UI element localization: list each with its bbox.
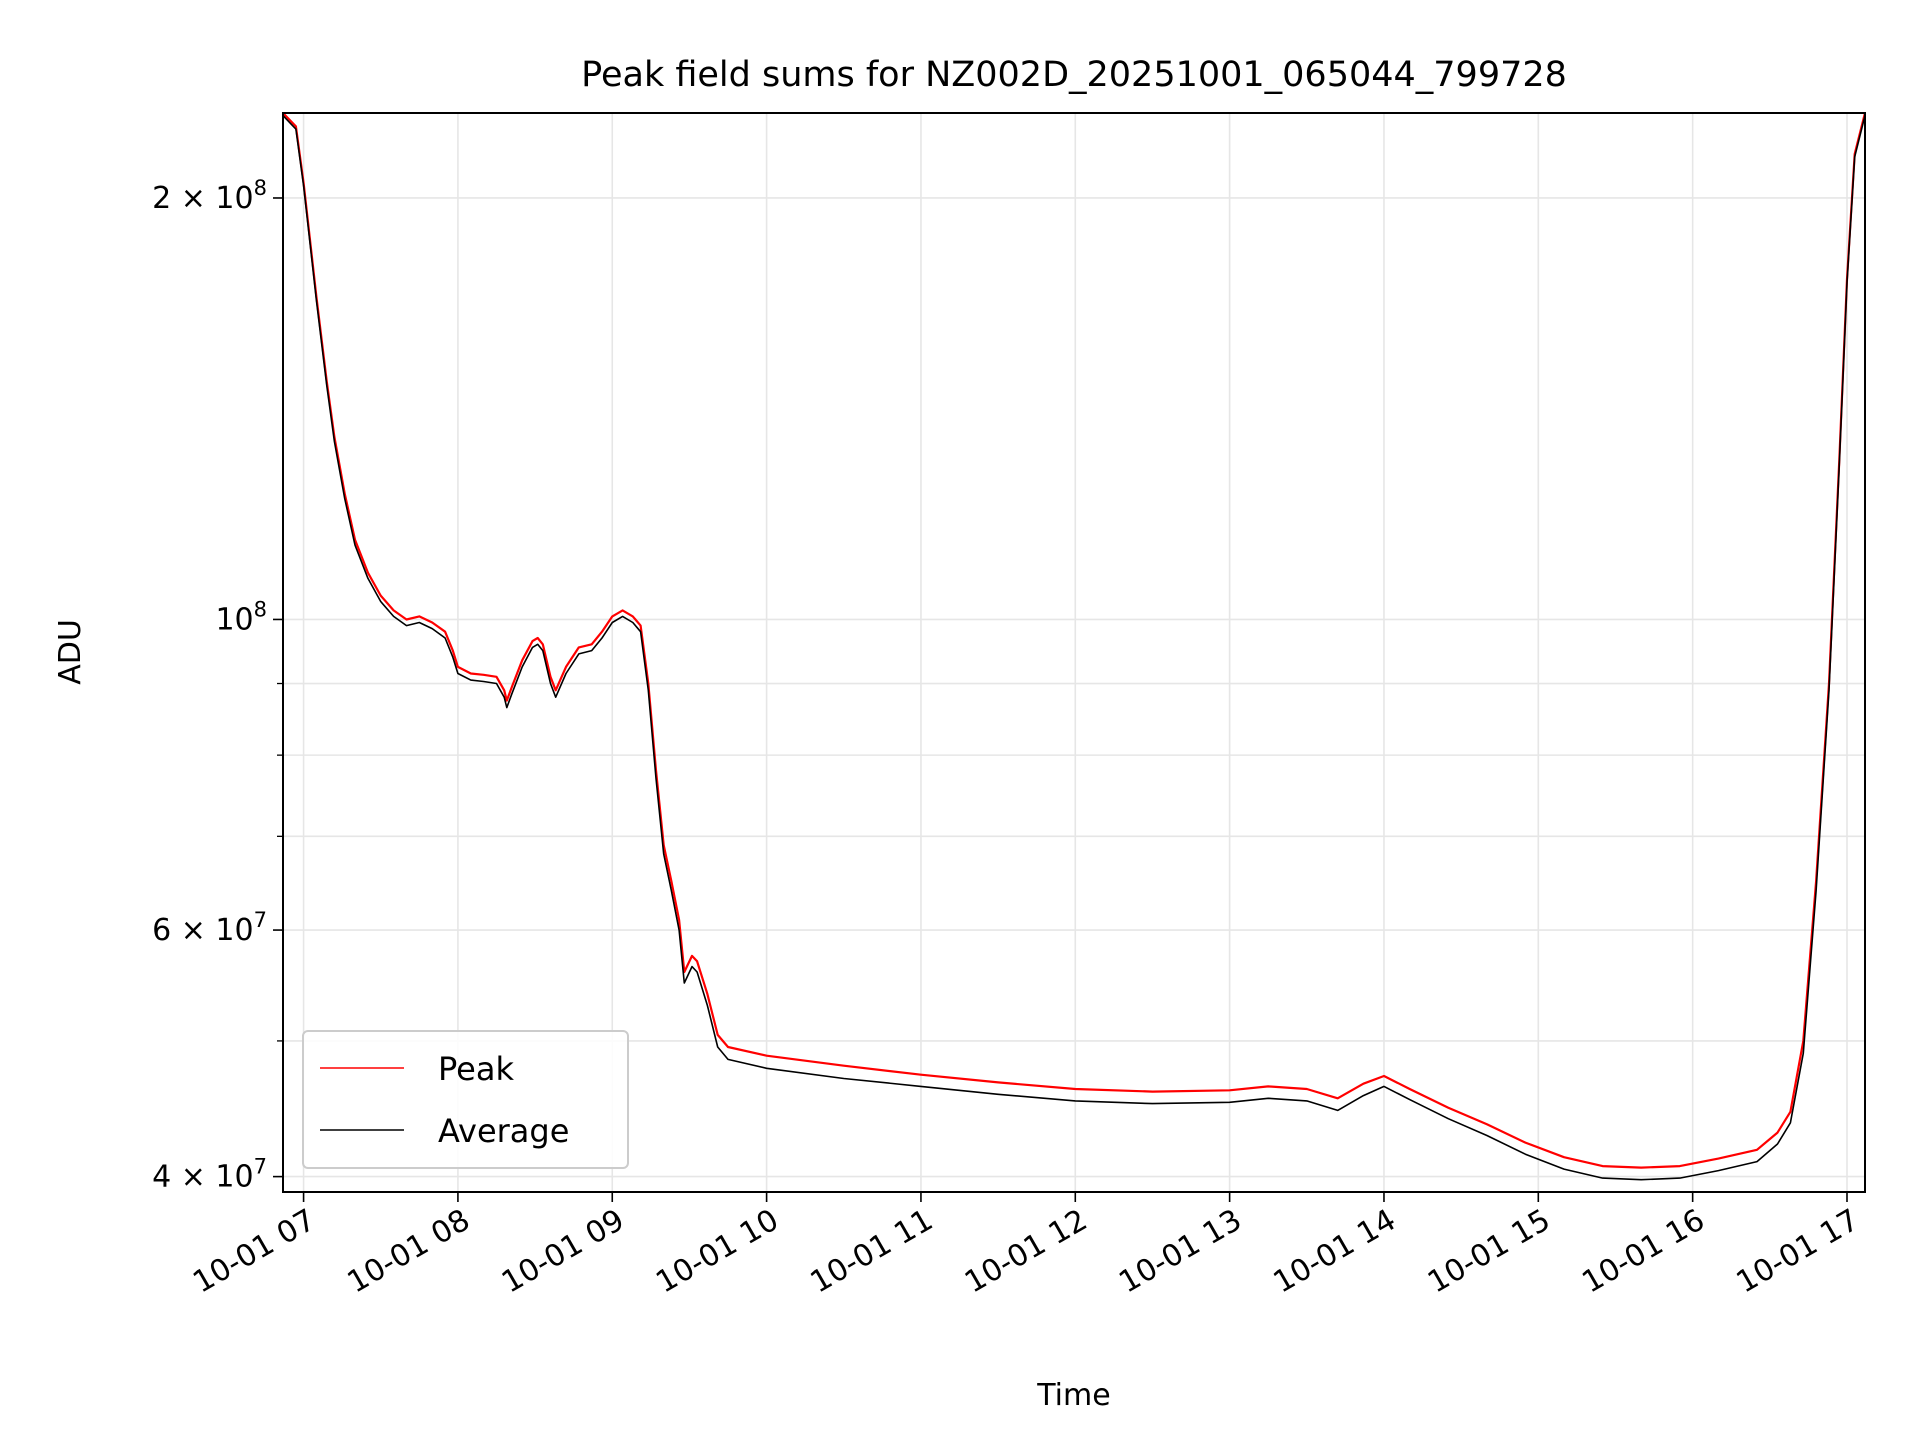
legend: Peak Average: [302, 1030, 629, 1169]
series-line-average: [282, 115, 1866, 1181]
legend-box: [302, 1030, 629, 1169]
chart-title: Peak field sums for NZ002D_20251001_0650…: [581, 55, 1567, 95]
y-tick-label: 108: [215, 597, 267, 637]
y-tick-label: 2 × 108: [152, 176, 267, 216]
y-tick-label: 6 × 107: [152, 908, 267, 948]
y-tick-label: 4 × 107: [152, 1155, 267, 1195]
series-layer: [282, 112, 1867, 1181]
y-axis: 4 × 107 6 × 107 108 2 × 108: [152, 176, 283, 1195]
grid: [283, 113, 1865, 1192]
legend-average-label: Average: [438, 1112, 569, 1150]
series-line-peak: [282, 112, 1867, 1169]
legend-peak-label: Peak: [438, 1050, 514, 1088]
plot-frame: [282, 112, 1866, 1193]
x-axis-label: Time: [1036, 1378, 1110, 1413]
y-axis-label: ADU: [53, 619, 88, 685]
